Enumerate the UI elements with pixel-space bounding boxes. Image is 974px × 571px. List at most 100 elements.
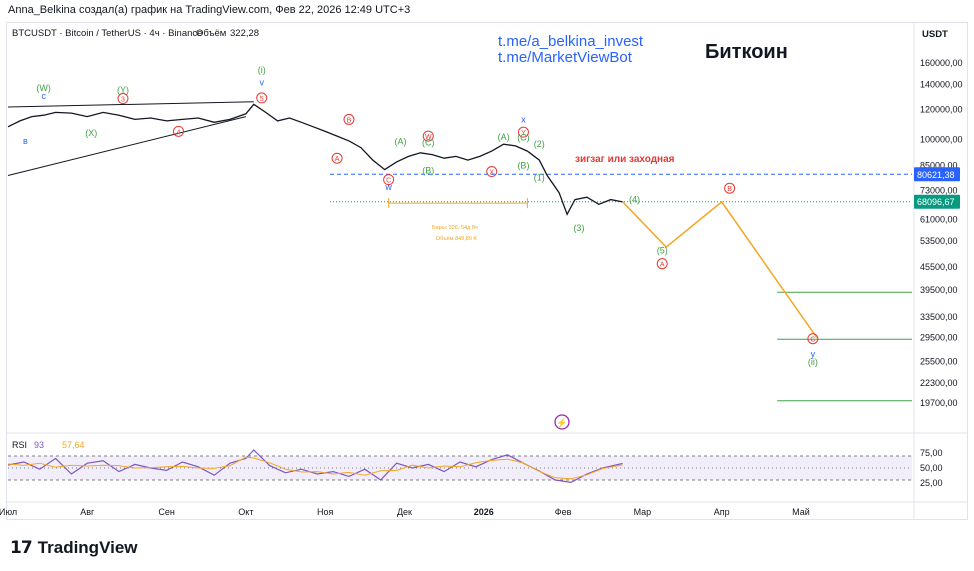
chart-title: Биткоин [705,41,788,63]
rsi-tick-label: 50,00 [920,463,943,473]
range-tool-volume: Объём 849,89 K [436,236,477,242]
wave-label: (A) [395,137,407,147]
wave-label: (X) [85,128,97,138]
price-series-line [7,103,623,216]
y-tick-label: 39500,00 [920,285,958,295]
tradingview-logo-icon: 17 [10,538,33,558]
wave-label: X [489,170,494,177]
wave-label-circle [422,130,434,142]
wave-label: (3) [573,223,584,233]
price-tag-box [914,194,960,209]
y-tick-label: 22300,00 [920,378,958,388]
wave-label: c [41,91,46,101]
x-tick-label: Май [792,507,810,517]
y-tick-label: 25500,00 [920,356,958,366]
wave-label: A [660,262,665,269]
x-tick-label: Ноя [317,507,334,517]
x-tick-label: Мар [634,507,652,517]
wave-label-circle [517,126,529,138]
chart-frame [6,22,968,520]
wave-label: v [260,77,265,87]
wave-label-circle [807,333,819,345]
wave-label: C [810,337,815,344]
range-tool-bars: Бары: 326, 54д 8ч [432,225,478,231]
wave-label: (Y) [117,85,129,95]
wave-label: (C) [517,133,530,143]
rsi-tick-label: 75,00 [920,448,943,458]
x-tick-label: 2026 [474,507,494,517]
volume-value: 322,28 [230,28,259,39]
price-tag-label: 68096,67 [917,197,955,207]
y-tick-label: 120000,00 [920,105,963,115]
x-tick-label: Авг [80,507,95,517]
y-tick-label: 100000,00 [920,134,963,144]
wave-label: B [347,117,352,124]
price-tag-box [914,167,960,182]
y-tick-label: 160000,00 [920,58,963,68]
wave-label-circle [383,174,395,186]
wave-label: (2) [534,139,545,149]
y-tick-label: 53500,00 [920,236,958,246]
wave-label-circle [117,93,129,105]
lightning-icon [554,414,570,430]
wave-label: (ii) [808,357,818,367]
wave-label: (5) [657,245,668,255]
rsi-tick-label: 25,00 [920,478,943,488]
y-tick-label: 73000,00 [920,185,958,195]
y-tick-label: 45500,00 [920,262,958,272]
wave-label: w [384,182,392,192]
y-tick-label: 61000,00 [920,215,958,225]
price-tag-label: 80621,38 [917,170,955,180]
symbol-info: BTCUSDT · Bitcoin / TetherUS · 4ч · Bina… [12,28,202,39]
chart-header-text: Anna_Belkina создал(а) график на Trading… [8,4,411,16]
wave-label-circle [724,182,736,194]
wave-label: 3 [121,97,125,104]
wave-label: B [727,186,732,193]
x-tick-label: Окт [238,507,253,517]
trend-line [7,116,247,177]
chart-annotation: зигзаг или заходная [575,154,675,165]
y-tick-label: 19700,00 [920,398,958,408]
currency-label: USDT [922,29,948,40]
y-tick-label: 85000,00 [920,161,958,171]
wave-label: (1) [534,173,545,183]
wave-label: C [386,178,391,185]
lightning-glyph: ⚡ [556,417,567,429]
wave-label: y [811,349,816,359]
rsi-label: RSI [12,440,27,450]
wave-label: (A) [498,132,510,142]
rsi-value-b: 57,64 [62,440,85,450]
wave-label: в [23,136,28,146]
wave-label: (4) [629,195,640,205]
wave-label-circle [256,92,268,104]
rsi-ma-line [7,456,623,480]
x-tick-label: Сен [158,507,175,517]
wave-label: (B) [422,166,434,176]
x-tick-label: Фев [555,507,572,517]
volume-label: Объём [196,28,226,39]
wave-label: 5 [260,96,264,103]
projection-path [622,200,818,339]
wave-label: 4 [177,129,181,136]
trend-line [7,101,254,108]
y-tick-label: 29500,00 [920,333,958,343]
x-tick-label: Июл [0,507,17,517]
wave-label: x [521,114,526,124]
wave-label: (i) [258,65,266,75]
telegram-link-2: t.me/MarketViewBot [498,49,633,66]
wave-label: (B) [517,161,529,171]
x-tick-label: Дек [397,507,412,517]
tradingview-logo[interactable]: 17 TradingView [10,538,138,558]
wave-label-circle [172,125,184,137]
wave-label-circle [656,258,668,270]
tradingview-brand-text: TradingView [37,538,138,557]
wave-label-circle [486,166,498,178]
y-tick-label: 140000,00 [920,80,963,90]
wave-label-circle [331,152,343,164]
telegram-link-1: t.me/a_belkina_invest [498,33,644,50]
wave-label: (C) [422,138,435,148]
wave-label-circle [343,113,355,125]
wave-label: A [335,156,340,163]
wave-label: W [425,134,432,141]
